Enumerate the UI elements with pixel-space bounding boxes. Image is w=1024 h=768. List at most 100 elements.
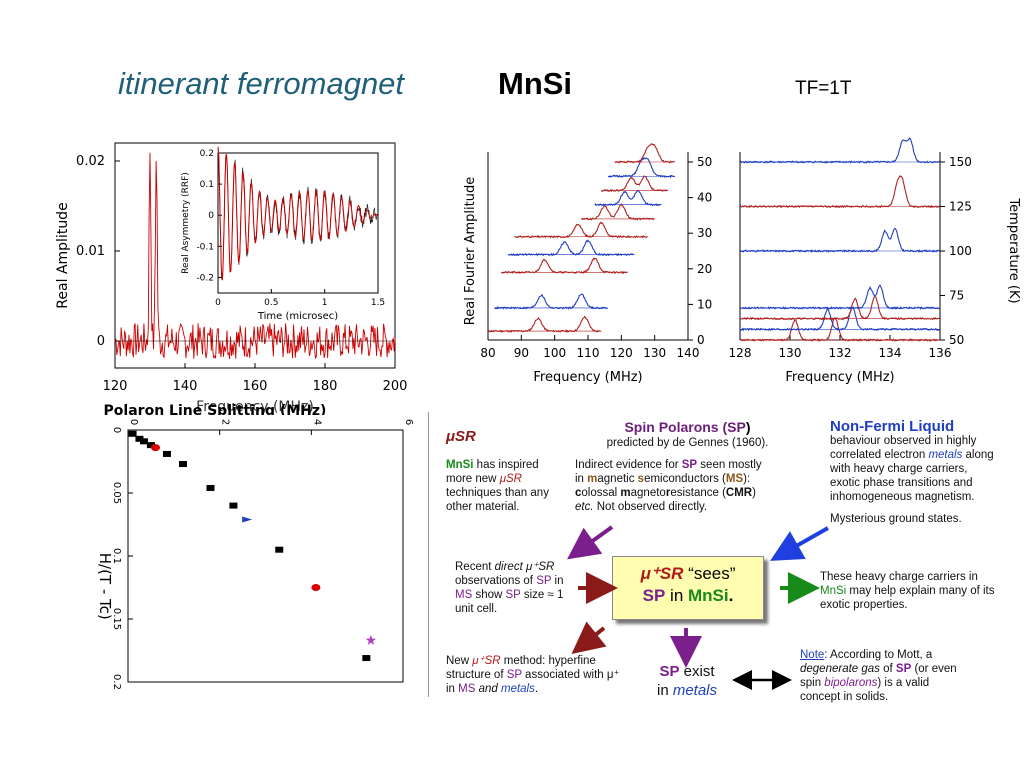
nfl-l2: along with heavy charge carriers, exotic… [830,449,994,503]
x-tick-label: 100 [543,346,566,360]
y-axis-label: Real Amplitude [55,202,71,308]
right-tick-label: 150 [949,155,972,169]
x-axis-label: H/(T - Tc) [96,553,114,620]
data-point-square [140,438,149,445]
sp-title2: ) [745,419,751,435]
y-tick-label: 0.05 [111,482,122,504]
heavy-box: These heavy charge carriers in MnSi may … [820,570,995,612]
right-tick-label: 30 [697,226,712,240]
sp-l2b: agnetic [597,473,638,485]
sp-line1: Indirect evidence for SP seen mostly [575,458,800,472]
fourier-amplitude-chart: 120 140 160 180 200 0 0.01 0.02 Real Amplitude Fr… [55,142,408,415]
title-mnsi: MnSi [498,66,573,101]
x-tick-label: 160 [243,379,268,394]
sees-mnsi: MnSi [688,586,729,605]
sp-title-sp: SP [727,419,746,435]
series-line [114,152,396,360]
exist-a: exist [679,663,715,680]
note-b: of [879,663,896,675]
right-tick-label: 75 [949,289,964,303]
data-point-square [362,655,371,662]
newm-d: and [475,683,501,695]
musr-heading: μSR [446,428,476,445]
x-tick-label: 130 [779,346,802,360]
note-dg: degenerate gas [800,663,880,675]
nfl-l1: behaviour observed in highly correlated … [830,435,977,461]
series-line [739,317,940,342]
series-line [601,175,669,193]
sees-in: in [665,586,689,605]
inset-y-tick-label: 0 [208,211,214,221]
x-tick-label: 200 [383,379,408,394]
x-axis-label: Frequency (MHz) [785,370,894,385]
x-tick-label: 4 [311,419,322,425]
series-line [501,257,628,275]
note-a: : According to Mott, a [824,649,933,661]
polaron-splitting-chart: 0 2 4 6 0 0.05 0.1 0.15 0.2 H/(T - Tc) [96,419,414,690]
note-bip: bipolarons [824,677,878,689]
newm-sp: SP [506,669,522,681]
x-tick-label: 134 [879,346,902,360]
spectra-chart-right: 128 130 132 134 136 Frequency (MHz) 50 75 100 125… [730,137,1020,385]
series-line [739,137,940,164]
sp-l2c: emiconductors ( [644,473,726,485]
series-line [614,143,675,164]
sp-l2ms: MS [725,473,744,485]
y-tick-label: 0.2 [111,674,122,690]
nfl-box: Non-Fermi Liquid behaviour observed in h… [830,419,1000,526]
series-line [487,315,601,334]
series-line [581,203,655,221]
newm-c: associated with μ⁺ in [446,669,620,695]
right-tick-label: 20 [697,262,712,276]
x-axis-label-overlap: Polaron Line Splitting (MHz) [104,403,327,415]
sees-sees: “sees” [683,564,736,583]
recent-a: Recent [455,561,495,573]
x-tick-label: 120 [610,346,633,360]
y-tick-label: 0.01 [76,244,105,259]
sp-line3: colossal magnetoresistance (CMR) [575,486,800,500]
sp-l3a: c [575,487,582,499]
data-point-square [275,546,284,553]
exist-sp: SP [659,663,680,680]
inset-frame [217,152,379,294]
sp-l3c: m [620,487,631,499]
right-tick-label: 50 [949,333,964,347]
right-axis-label: Temperature (K) [1006,197,1020,303]
sp-l2d: ): [743,473,751,485]
musr-text1: has inspired more new [446,459,539,485]
sp-subtitle: predicted by de Gennes (1960). [606,437,769,449]
x-tick-label: 140 [173,379,198,394]
right-tick-label: 10 [697,297,712,311]
sp-box: Spin Polarons (SP) predicted by de Genne… [575,420,800,514]
newm-e: . [534,683,539,695]
sp-l1: Indirect evidence for [575,459,682,471]
sp-l1b: seen mostly [697,459,762,471]
recent-box: Recent direct μ⁺SR observations of SP in… [455,560,575,616]
y-tick-label: 0 [111,427,122,433]
note-box: Note: According to Mott, a degenerate ga… [800,648,965,704]
y-tick-label: 0.1 [111,548,122,564]
series-line [594,189,662,207]
sp-heading: Spin Polarons (SP) [575,420,800,436]
data-point-square [162,450,171,457]
inset-x-tick-label: 1 [322,298,328,308]
recent-c: observations of [455,575,537,587]
sp-line4: etc. Not observed directly. [575,500,800,514]
plot-frame [127,429,404,683]
inset-y-tick-label: 0.1 [200,180,214,190]
newm-b: method: hyperfine structure of [446,655,596,681]
y-tick-label: 0.02 [76,154,105,169]
inset-y-tick-label: -0.2 [196,273,214,283]
sp-line2: in magnetic semiconductors (MS): [575,472,800,486]
arrow-sp-to-recent [567,525,614,560]
sp-l4a: etc. [575,501,594,513]
series-line [607,156,676,179]
inset-x-tick-label: 0.5 [264,298,278,308]
recent-sp2: SP [505,589,521,601]
recent-f: size ≈ 1 unit cell. [455,589,564,615]
x-tick-label: 180 [313,379,338,394]
sp-l2s: s [637,473,645,485]
data-point-star [365,634,377,645]
series-line [514,221,648,239]
newm-a: New [446,655,473,667]
